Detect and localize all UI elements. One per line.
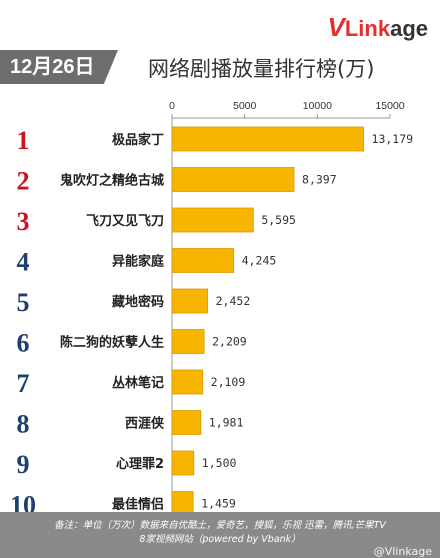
bar bbox=[171, 207, 254, 233]
value-label: 1,981 bbox=[209, 416, 244, 430]
footer-line-1: 备注：单位（万次）数据来自优酷土，爱奇艺，搜狐，乐视 迅雷，腾讯,芒果TV bbox=[54, 520, 386, 531]
bar-chart: 0 5000 10000 15000 1 极品家丁 13,179 2 鬼吹灯之精绝古城 8,397… bbox=[10, 100, 414, 513]
bar bbox=[171, 410, 202, 435]
value-label: 2,452 bbox=[216, 294, 251, 308]
bar bbox=[171, 329, 205, 354]
value-label: 2,209 bbox=[212, 335, 247, 349]
rank-number: 6 bbox=[17, 329, 30, 358]
footer-note: 备注：单位（万次）数据来自优酷土，爱奇艺，搜狐，乐视 迅雷，腾讯,芒果TV 8家… bbox=[0, 512, 440, 558]
value-label: 1,459 bbox=[201, 497, 236, 511]
date-badge: 12月26日 bbox=[0, 50, 118, 84]
footer-line-2: 8家视频网站（powered by Vbank） bbox=[139, 534, 301, 545]
rank-number: 10 bbox=[10, 491, 36, 513]
bar bbox=[171, 288, 209, 314]
value-label: 8,397 bbox=[302, 173, 337, 187]
x-tick-label: 5000 bbox=[233, 100, 257, 112]
x-tick-label: 0 bbox=[169, 100, 175, 112]
rank-number: 8 bbox=[17, 410, 30, 439]
rank-number: 4 bbox=[17, 248, 30, 277]
value-label: 5,595 bbox=[261, 213, 296, 227]
category-label: 陈二狗的妖孽人生 bbox=[60, 335, 164, 351]
category-label: 最佳情侣 bbox=[112, 497, 164, 513]
category-label: 鬼吹灯之精绝古城 bbox=[60, 173, 164, 189]
rank-number: 5 bbox=[17, 288, 30, 317]
bar bbox=[171, 491, 194, 512]
category-label: 异能家庭 bbox=[112, 254, 165, 270]
watermark: @Vlinkage bbox=[373, 545, 432, 558]
rank-number: 9 bbox=[17, 450, 30, 479]
vlinkage-logo: VLinkage bbox=[327, 12, 429, 42]
bar bbox=[171, 369, 204, 395]
bar bbox=[171, 126, 364, 152]
value-label: 4,245 bbox=[242, 254, 277, 268]
category-label: 飞刀又见飞刀 bbox=[86, 214, 164, 229]
value-label: 13,179 bbox=[372, 132, 414, 146]
x-tick-label: 15000 bbox=[375, 100, 404, 112]
bar bbox=[171, 167, 295, 192]
rank-number: 7 bbox=[17, 369, 30, 398]
bar bbox=[171, 450, 195, 476]
value-label: 1,500 bbox=[202, 456, 237, 470]
x-tick-label: 10000 bbox=[303, 100, 332, 112]
category-label: 西涯侠 bbox=[125, 416, 165, 432]
rank-number: 2 bbox=[17, 167, 30, 196]
value-label: 2,109 bbox=[211, 375, 246, 389]
category-label: 心理罪2 bbox=[116, 456, 164, 472]
bar bbox=[171, 248, 235, 273]
rank-number: 1 bbox=[17, 126, 30, 155]
chart-title: 网络剧播放量排行榜(万) bbox=[148, 57, 375, 81]
category-label: 极品家丁 bbox=[112, 132, 164, 148]
category-label: 藏地密码 bbox=[112, 294, 164, 310]
category-label: 丛林笔记 bbox=[112, 375, 164, 391]
rank-number: 3 bbox=[17, 207, 30, 236]
